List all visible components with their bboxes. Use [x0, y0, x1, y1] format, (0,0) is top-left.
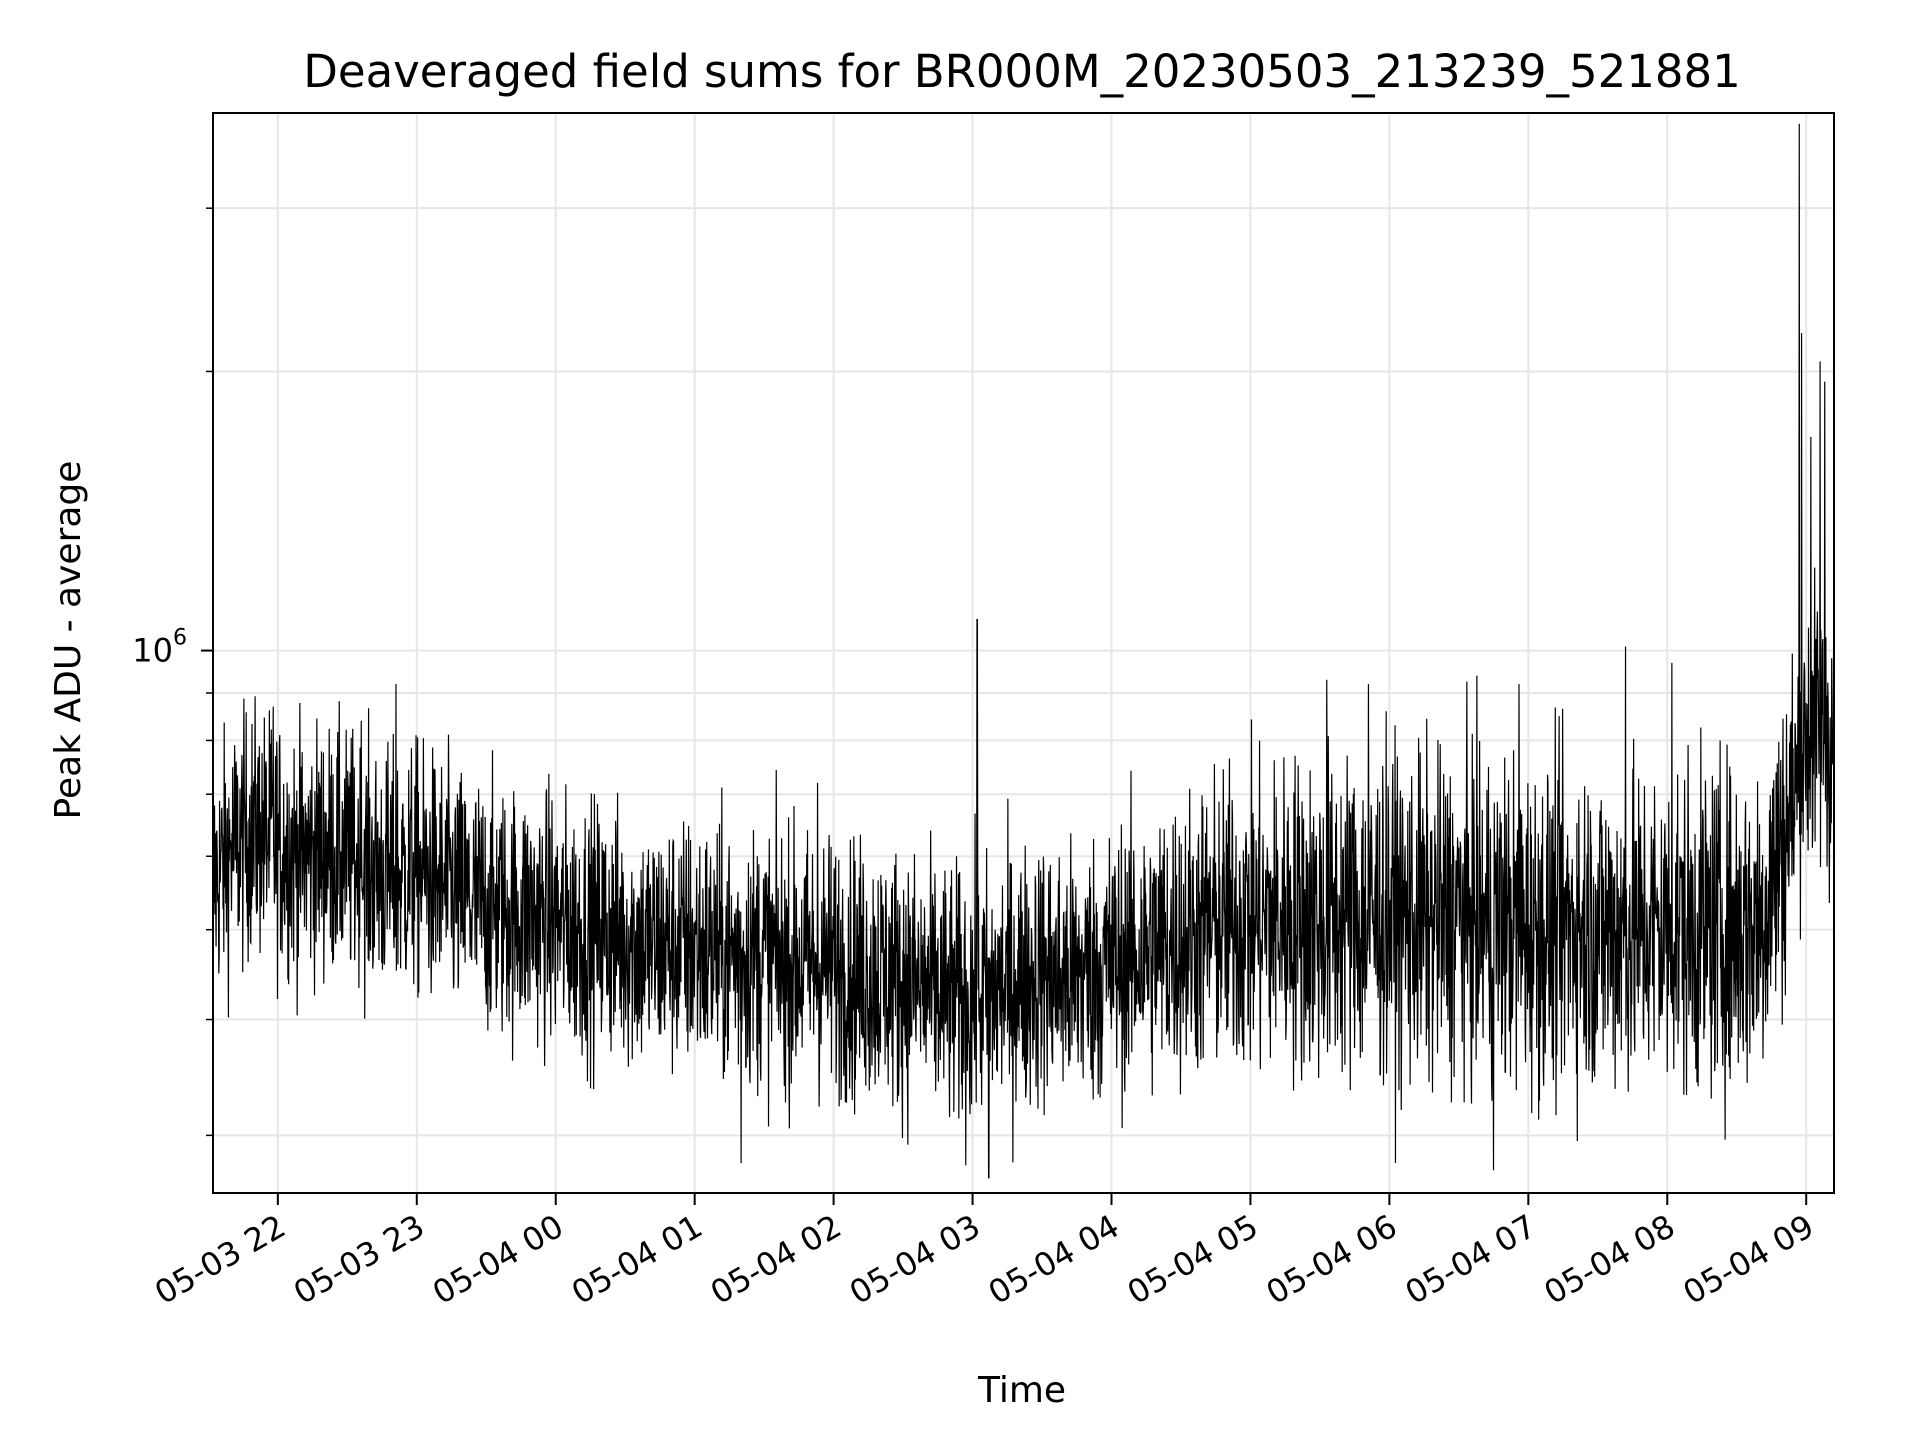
x-tick-label: 05-04 06: [1260, 1207, 1404, 1312]
y-tick-label: 10: [132, 632, 173, 670]
x-tick-label: 05-04 05: [1121, 1207, 1265, 1312]
x-tick-label: 05-04 09: [1677, 1207, 1821, 1312]
x-tick-label: 05-04 00: [426, 1207, 570, 1312]
x-tick-label: 05-04 07: [1399, 1207, 1543, 1312]
y-axis-label: Peak ADU - average: [48, 461, 89, 820]
series-trace: [212, 123, 1835, 1179]
x-tick-label: 05-03 23: [287, 1207, 431, 1312]
x-tick-label: 05-04 01: [565, 1207, 709, 1312]
x-tick-label: 05-04 04: [982, 1207, 1126, 1312]
x-tick-label: 05-04 03: [843, 1207, 987, 1312]
plot-frame: [212, 112, 1835, 1194]
y-axis: 10 6: [132, 207, 213, 1137]
y-tick-exponent: 6: [173, 626, 187, 651]
x-tick-label: 05-04 08: [1538, 1207, 1682, 1312]
x-tick-label: 05-03 22: [148, 1207, 292, 1312]
x-tick-label: 05-04 02: [704, 1207, 848, 1312]
series-line: [212, 123, 1835, 1179]
x-axis-label: Time: [977, 1370, 1066, 1411]
chart-title: Deaveraged field sums for BR000M_2023050…: [303, 45, 1741, 98]
